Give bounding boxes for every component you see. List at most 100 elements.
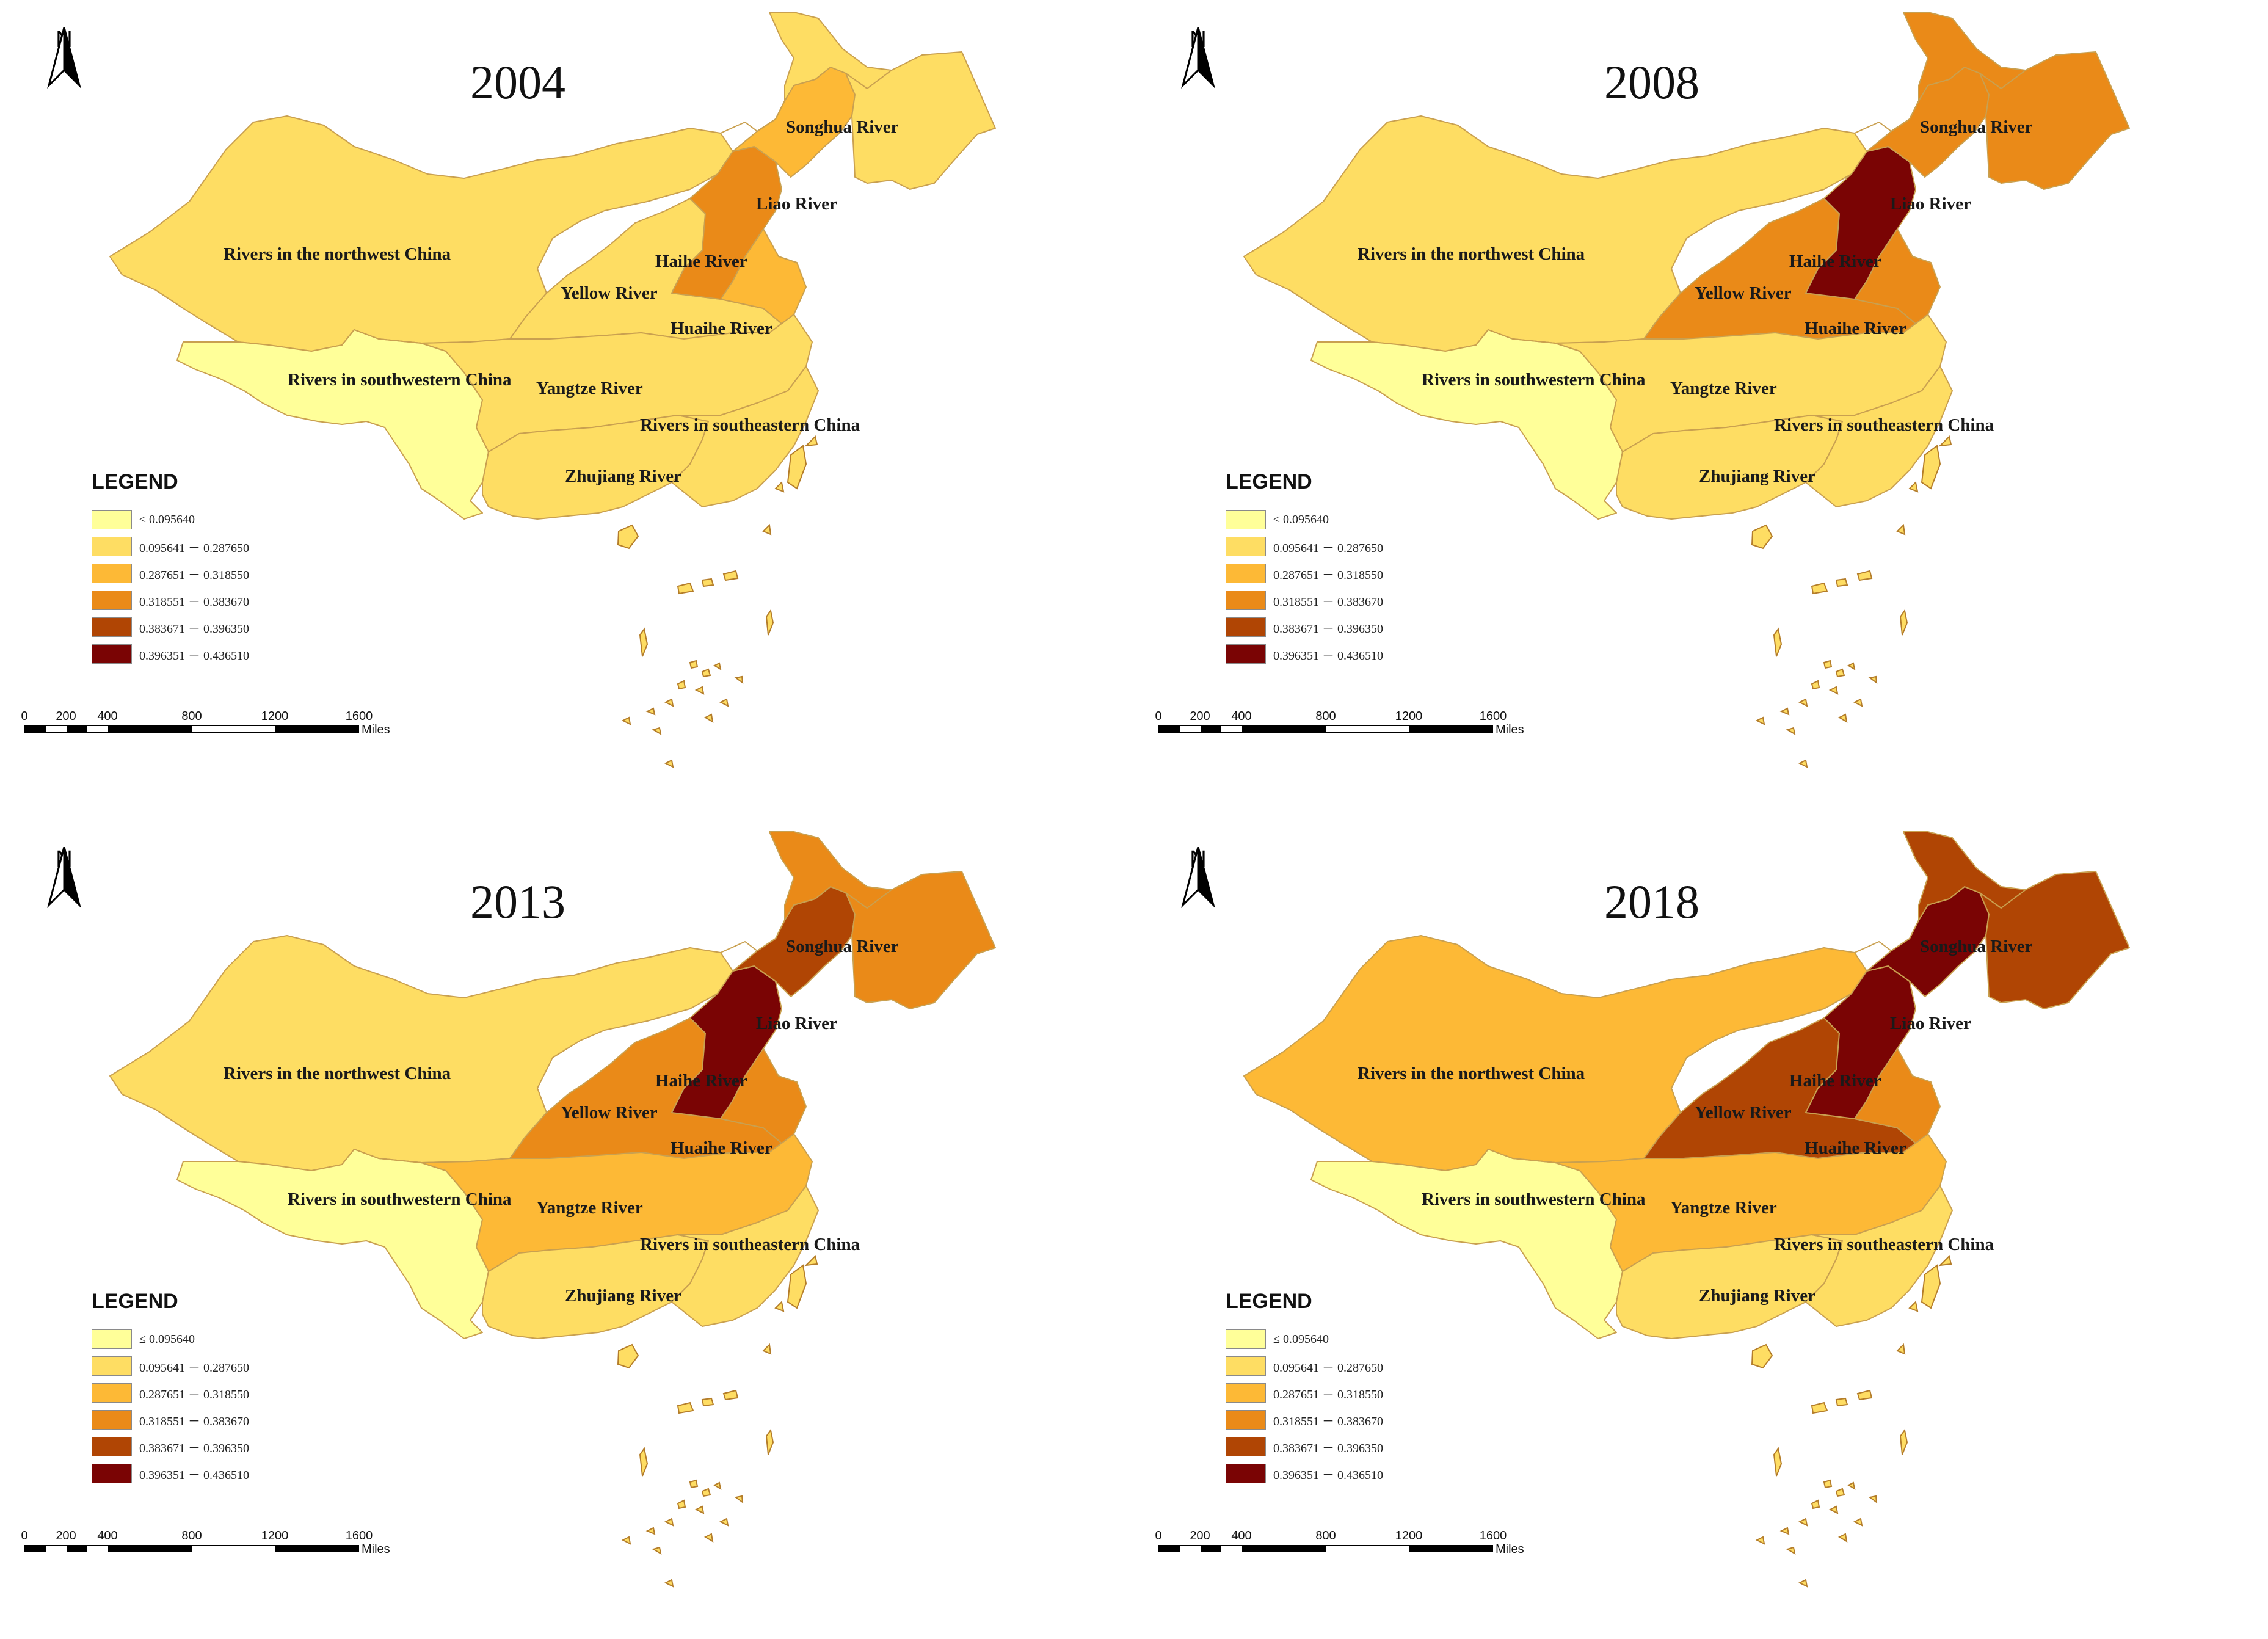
basin-label-songhua: Songhua River bbox=[1920, 937, 2033, 956]
legend-swatch bbox=[92, 1329, 132, 1349]
island bbox=[694, 1505, 705, 1514]
basin-label-zhujiang: Zhujiang River bbox=[1699, 467, 1815, 486]
island bbox=[1798, 759, 1808, 768]
map-year-title: 2013 bbox=[470, 875, 565, 928]
scale-tick-label: 1200 bbox=[261, 1529, 289, 1543]
basin-map bbox=[1243, 12, 2130, 768]
island bbox=[1773, 627, 1783, 657]
legend-label: ≤ 0.095640 bbox=[139, 512, 195, 526]
island bbox=[1868, 675, 1878, 685]
island bbox=[621, 716, 631, 725]
island bbox=[787, 445, 807, 490]
basin-label-yellow: Yellow River bbox=[561, 283, 658, 303]
scale-tick-label: 0 bbox=[1155, 710, 1162, 723]
island bbox=[1798, 698, 1808, 707]
legend-label: 0.318551 － 0.383670 bbox=[1273, 595, 1383, 609]
scale-segment bbox=[1221, 726, 1242, 732]
map-panel-2004: 2004 N Songhua River Liao River Rivers in th… bbox=[0, 0, 1134, 819]
scale-segment bbox=[107, 1546, 192, 1552]
island bbox=[1798, 1517, 1808, 1527]
basin-label-haihe: Haihe River bbox=[655, 252, 747, 271]
scale-segment bbox=[66, 726, 87, 732]
legend-item: ≤ 0.095640 bbox=[92, 506, 249, 533]
basin-southeast bbox=[671, 1185, 819, 1327]
legend-label: ≤ 0.095640 bbox=[139, 1332, 195, 1346]
legend-swatch bbox=[92, 537, 132, 556]
basin-label-yangtze: Yangtze River bbox=[1670, 379, 1777, 398]
scale-tick-label: 800 bbox=[1315, 1529, 1336, 1543]
island bbox=[639, 627, 649, 657]
scale-tick-label: 1200 bbox=[1395, 1529, 1423, 1543]
basin-label-liao: Liao River bbox=[756, 1014, 837, 1033]
legend-swatch bbox=[92, 591, 132, 610]
legend-label: 0.396351 － 0.436510 bbox=[1273, 649, 1383, 663]
island bbox=[664, 1579, 674, 1588]
scale-segment bbox=[45, 726, 67, 732]
island bbox=[677, 1401, 694, 1414]
map-year-title: 2018 bbox=[1604, 875, 1699, 928]
legend-label: 0.383671 － 0.396350 bbox=[139, 1441, 249, 1455]
legend-swatch bbox=[1226, 591, 1266, 610]
island bbox=[1773, 1447, 1783, 1477]
scale-tick-label: 400 bbox=[97, 1529, 118, 1543]
basin-label-huaihe: Huaihe River bbox=[1805, 1138, 1906, 1158]
scale-tick-label: 200 bbox=[1190, 1529, 1210, 1543]
scale-tick-label: 400 bbox=[97, 710, 118, 723]
basin-label-songhua: Songhua River bbox=[786, 937, 899, 956]
legend-label: 0.095641 － 0.287650 bbox=[139, 541, 249, 555]
legend-swatch bbox=[92, 1356, 132, 1376]
scale-segment bbox=[1326, 726, 1409, 732]
island bbox=[765, 609, 774, 636]
basin-label-southwest: Rivers in southwestern China bbox=[288, 370, 512, 390]
map-legend: LEGEND ≤ 0.095640 0.095641 － 0.287650 0.287… bbox=[92, 470, 249, 667]
island bbox=[1847, 662, 1856, 671]
scale-tick-label: 200 bbox=[56, 1529, 76, 1543]
map-year-title: 2008 bbox=[1604, 56, 1699, 109]
island bbox=[639, 1447, 649, 1477]
scale-tick-label: 1600 bbox=[1479, 1529, 1507, 1543]
legend-title: LEGEND bbox=[92, 470, 178, 493]
island bbox=[677, 1499, 686, 1510]
legend-label: 0.383671 － 0.396350 bbox=[139, 622, 249, 636]
island bbox=[722, 570, 739, 581]
scale-segment bbox=[192, 1546, 275, 1552]
legend-label: 0.318551 － 0.383670 bbox=[1273, 1414, 1383, 1428]
island bbox=[804, 435, 818, 447]
scale-segment bbox=[1179, 1546, 1201, 1552]
legend-item: ≤ 0.095640 bbox=[1226, 1326, 1383, 1353]
scale-segments bbox=[1158, 1545, 1493, 1552]
legend-item: 0.095641 － 0.287650 bbox=[1226, 533, 1383, 560]
island bbox=[645, 707, 656, 716]
island bbox=[762, 1343, 772, 1355]
island bbox=[762, 523, 772, 536]
scale-bar: 0 200 400 800 1200 1600 Miles bbox=[1155, 710, 1537, 746]
legend-label: ≤ 0.095640 bbox=[1273, 1332, 1329, 1346]
scale-segment bbox=[25, 1546, 46, 1552]
legend-swatch bbox=[1226, 1410, 1266, 1430]
scale-segment bbox=[66, 1546, 87, 1552]
basin-map bbox=[109, 831, 996, 1588]
legend-swatch bbox=[92, 564, 132, 583]
island bbox=[804, 1255, 818, 1266]
legend-swatch bbox=[1226, 1383, 1266, 1403]
island bbox=[1835, 578, 1848, 587]
legend-item: 0.383671 － 0.396350 bbox=[1226, 1433, 1383, 1460]
basin-label-southwest: Rivers in southwestern China bbox=[1422, 1190, 1646, 1209]
legend-swatch bbox=[1226, 510, 1266, 529]
island bbox=[703, 713, 714, 723]
island bbox=[617, 524, 639, 550]
scale-segment bbox=[192, 726, 275, 732]
legend-title: LEGEND bbox=[1226, 1290, 1312, 1313]
legend-label: 0.095641 － 0.287650 bbox=[1273, 541, 1383, 555]
island bbox=[1835, 668, 1845, 678]
island bbox=[1751, 1343, 1773, 1369]
island bbox=[1751, 524, 1773, 550]
legend-label: 0.396351 － 0.436510 bbox=[139, 1468, 249, 1482]
scale-segment bbox=[107, 726, 192, 732]
island bbox=[701, 1488, 711, 1497]
island bbox=[664, 759, 674, 768]
legend-item: 0.318551 － 0.383670 bbox=[1226, 587, 1383, 614]
legend-title: LEGEND bbox=[92, 1290, 178, 1313]
island bbox=[689, 1479, 699, 1489]
basin-label-northwest: Rivers in the northwest China bbox=[1358, 1064, 1585, 1083]
